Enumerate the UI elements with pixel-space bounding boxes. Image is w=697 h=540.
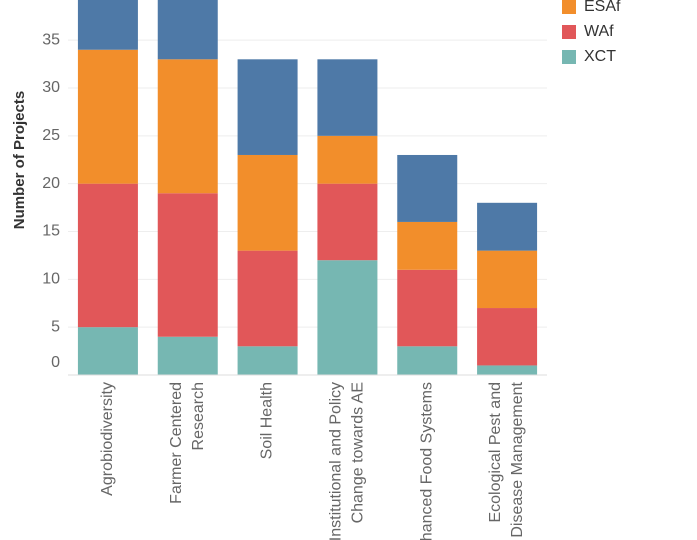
bar-segment	[397, 154, 458, 222]
legend-label: ESAf	[584, 0, 621, 15]
bar-segment	[77, 49, 138, 184]
legend-swatch	[562, 50, 576, 64]
bar-segment	[157, 0, 218, 60]
y-tick-label: 25	[42, 127, 60, 144]
y-tick-label: 15	[42, 223, 60, 240]
bar-segment	[397, 346, 458, 375]
bar-segment	[157, 59, 218, 194]
x-tick-label: Soil Health	[259, 382, 276, 459]
x-tick-label: Farmer Centered Research	[168, 382, 207, 504]
bar-segment	[317, 183, 378, 261]
bar-segment	[317, 135, 378, 184]
legend-swatch	[562, 25, 576, 39]
bar-segment	[77, 0, 138, 50]
bar-segment	[397, 269, 458, 347]
legend-label: WAf	[584, 23, 614, 40]
x-tick-label: Ecological Pest and Disease Management	[487, 381, 526, 537]
x-tick-label: Institutional and Policy Change towards A…	[328, 382, 367, 540]
bar-segment	[237, 59, 298, 155]
y-axis-title: Number of Projects	[11, 91, 28, 229]
bar-segment	[237, 346, 298, 375]
x-tick-label: Agrobiodiversity	[99, 382, 116, 496]
bar-segment	[477, 308, 538, 366]
y-tick-label: 10	[42, 271, 60, 288]
bar-segment	[237, 154, 298, 251]
bar-segment	[477, 202, 538, 251]
y-tick-label: 30	[42, 79, 60, 96]
bar-segment	[477, 250, 538, 309]
y-tick-label: 5	[51, 318, 60, 335]
legend-swatch	[562, 0, 576, 14]
legend-label: XCT	[584, 48, 616, 65]
bar-segment	[237, 250, 298, 347]
bar-segment	[397, 221, 458, 270]
y-tick-label: 0	[51, 354, 60, 371]
bar-segment	[317, 59, 378, 136]
bar-segment	[317, 260, 378, 375]
x-tick-label: Enhanced Food Systems	[418, 382, 435, 540]
bar-segment	[77, 183, 138, 328]
y-tick-label: 35	[42, 31, 60, 48]
y-tick-label: 20	[42, 175, 60, 192]
bar-segment	[477, 365, 538, 375]
bar-segment	[157, 193, 218, 337]
bar-segment	[77, 327, 138, 375]
bar-segment	[157, 336, 218, 375]
